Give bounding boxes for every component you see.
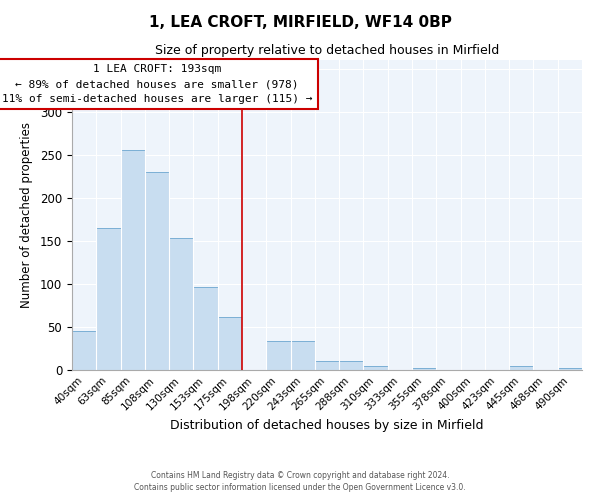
Bar	[121, 150, 145, 370]
Y-axis label: Number of detached properties: Number of detached properties	[20, 122, 33, 308]
Bar	[193, 288, 218, 370]
Bar	[558, 368, 582, 370]
Text: 1, LEA CROFT, MIRFIELD, WF14 0BP: 1, LEA CROFT, MIRFIELD, WF14 0BP	[149, 15, 451, 30]
Bar	[145, 172, 169, 370]
Bar	[169, 238, 193, 370]
Bar	[290, 340, 315, 370]
Text: Contains HM Land Registry data © Crown copyright and database right 2024.
Contai: Contains HM Land Registry data © Crown c…	[134, 471, 466, 492]
Bar	[339, 362, 364, 370]
Text: 1 LEA CROFT: 193sqm
← 89% of detached houses are smaller (978)
11% of semi-detac: 1 LEA CROFT: 193sqm ← 89% of detached ho…	[2, 64, 312, 104]
Bar	[509, 366, 533, 370]
Bar	[218, 316, 242, 370]
Bar	[96, 228, 121, 370]
Bar	[266, 340, 290, 370]
X-axis label: Distribution of detached houses by size in Mirfield: Distribution of detached houses by size …	[170, 418, 484, 432]
Bar	[364, 366, 388, 370]
Title: Size of property relative to detached houses in Mirfield: Size of property relative to detached ho…	[155, 44, 499, 58]
Bar	[315, 362, 339, 370]
Bar	[72, 331, 96, 370]
Bar	[412, 368, 436, 370]
